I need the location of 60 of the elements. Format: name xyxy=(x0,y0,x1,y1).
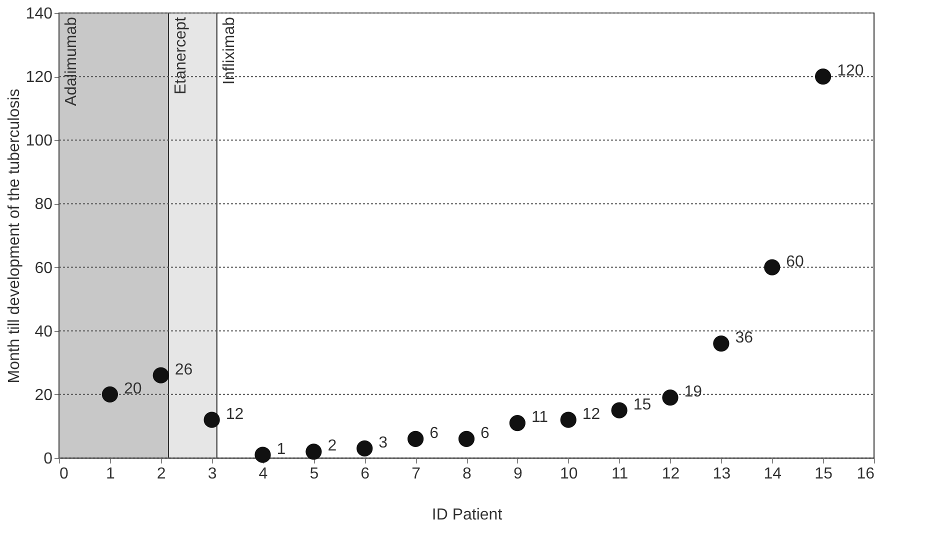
data-label: 120 xyxy=(837,62,864,80)
x-tick-label: 10 xyxy=(560,466,578,482)
x-tick-label: 13 xyxy=(712,466,731,482)
x-tick-label: 6 xyxy=(360,466,370,482)
data-label: 12 xyxy=(226,406,244,423)
point xyxy=(458,430,475,447)
x-tick-label: 11 xyxy=(612,466,628,482)
y-tick-label: 20 xyxy=(34,386,53,404)
x-tick-label: 8 xyxy=(462,466,472,482)
x-tick-label: 12 xyxy=(662,466,680,482)
y-tick-label: 80 xyxy=(34,196,53,214)
y-tick-label: 100 xyxy=(26,132,53,150)
data-label: 19 xyxy=(684,384,702,401)
data-label: 6 xyxy=(430,424,439,442)
point xyxy=(152,367,169,384)
y-tick-label: 120 xyxy=(26,69,53,86)
point xyxy=(662,390,678,406)
x-tick-label: 15 xyxy=(814,466,833,482)
point xyxy=(306,444,322,460)
y-tick-label: 0 xyxy=(44,450,53,468)
x-tick-label: 7 xyxy=(412,466,421,482)
x-tick-label: 1 xyxy=(106,466,115,482)
x-tick-label: 16 xyxy=(856,466,875,482)
point xyxy=(204,412,220,428)
point xyxy=(560,412,576,428)
data-label: 36 xyxy=(735,330,754,347)
point xyxy=(611,402,628,418)
point xyxy=(254,446,271,463)
y-tick-label: 60 xyxy=(34,260,53,277)
data-label: 20 xyxy=(124,380,142,398)
point xyxy=(815,68,832,85)
data-label: 6 xyxy=(480,424,490,442)
y-tick-label: 40 xyxy=(34,323,53,340)
band-label: Infliximab xyxy=(220,16,238,85)
point xyxy=(356,440,373,457)
x-tick-label: 3 xyxy=(208,466,217,482)
y-axis-title: Month till development of the tuberculosis xyxy=(6,88,23,384)
data-label: 26 xyxy=(174,361,193,378)
y-tick-label: 140 xyxy=(26,6,53,22)
data-label: 60 xyxy=(786,253,804,270)
point xyxy=(509,414,526,432)
x-tick-label: 2 xyxy=(156,466,166,482)
point xyxy=(102,386,118,402)
data-label: 12 xyxy=(582,406,600,423)
x-tick-label: 9 xyxy=(513,466,522,482)
x-axis-title: ID Patient xyxy=(432,506,503,524)
point xyxy=(713,336,730,352)
band-label: Etanercept xyxy=(172,16,190,94)
point xyxy=(408,430,424,447)
data-label: 2 xyxy=(328,438,337,455)
point xyxy=(764,259,780,276)
x-tick-label: 5 xyxy=(310,466,319,482)
band-label: Adalimumab xyxy=(63,16,80,106)
x-tick-label: 14 xyxy=(764,466,782,482)
x-tick-label: 0 xyxy=(60,466,68,482)
x-tick-label: 4 xyxy=(258,466,268,482)
data-label: 1 xyxy=(276,440,286,458)
data-label: 15 xyxy=(633,396,652,414)
data-label: 3 xyxy=(378,434,388,452)
data-label: 11 xyxy=(531,409,548,426)
